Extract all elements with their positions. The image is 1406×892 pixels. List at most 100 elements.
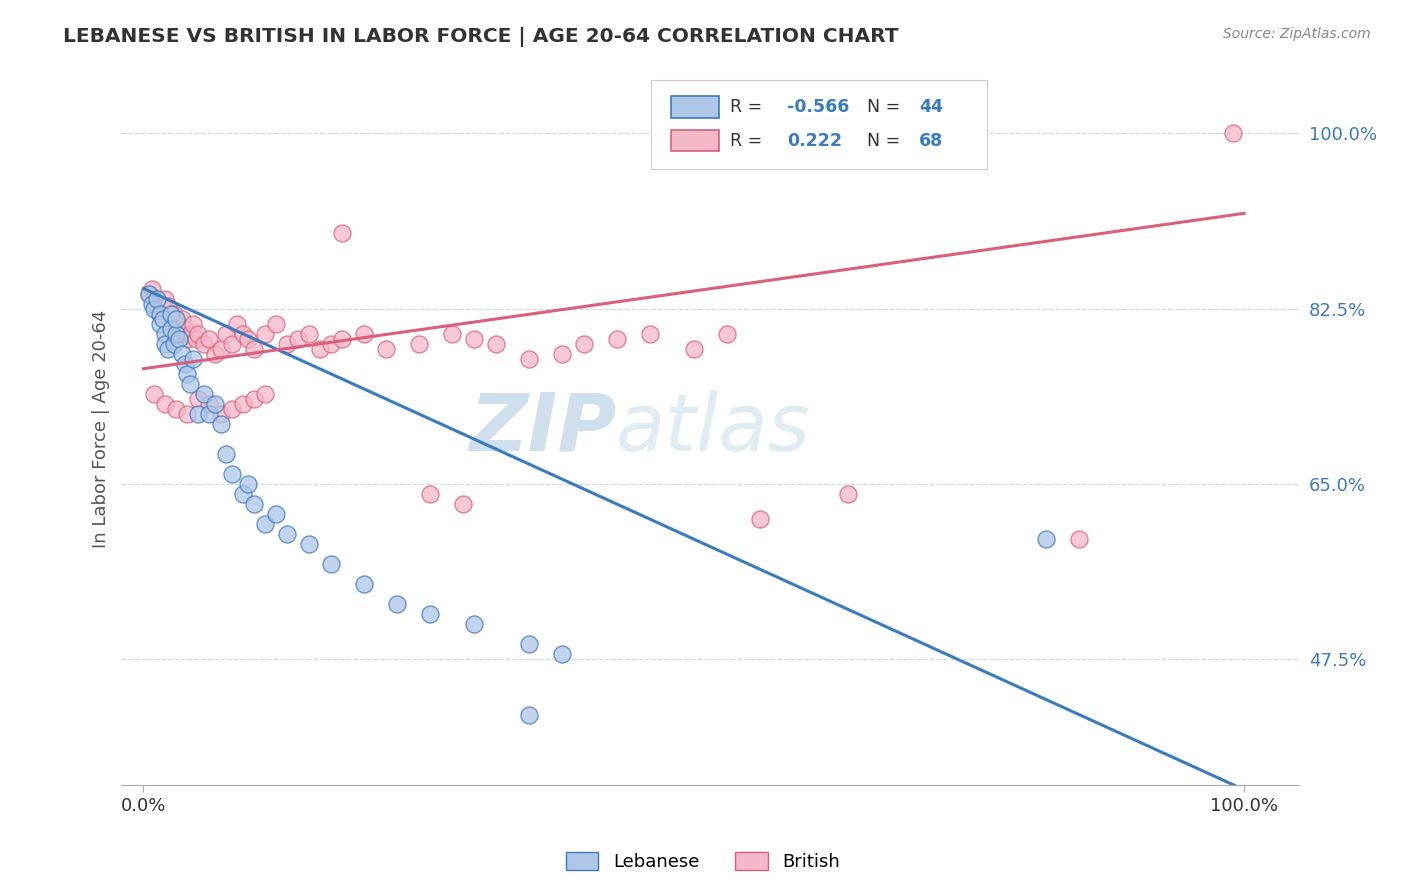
Point <box>236 332 259 346</box>
Point <box>716 326 738 341</box>
Point <box>264 507 287 521</box>
Point <box>179 376 201 391</box>
Point <box>176 332 198 346</box>
Y-axis label: In Labor Force | Age 20-64: In Labor Force | Age 20-64 <box>93 310 110 548</box>
Point <box>517 707 540 722</box>
Point <box>353 577 375 591</box>
Point <box>141 281 163 295</box>
Point <box>170 311 193 326</box>
Point <box>143 386 166 401</box>
Point <box>156 299 179 313</box>
Point <box>149 307 172 321</box>
Point <box>193 386 215 401</box>
Point <box>419 607 441 622</box>
Point <box>209 342 232 356</box>
Point <box>682 342 704 356</box>
Point <box>463 617 485 632</box>
Point <box>319 336 342 351</box>
Point <box>145 292 167 306</box>
Point <box>264 317 287 331</box>
Point <box>385 597 408 611</box>
Point <box>166 311 188 326</box>
Point <box>1067 532 1090 546</box>
Point <box>226 317 249 331</box>
Point <box>408 336 430 351</box>
Point <box>551 347 574 361</box>
Point <box>156 342 179 356</box>
FancyBboxPatch shape <box>672 130 718 152</box>
Point <box>166 401 188 416</box>
Point <box>198 332 221 346</box>
Point <box>463 332 485 346</box>
Point <box>176 407 198 421</box>
Point <box>253 386 276 401</box>
Point <box>1035 532 1057 546</box>
Point <box>155 397 177 411</box>
Point <box>308 342 330 356</box>
Point <box>221 467 243 481</box>
Point <box>517 351 540 366</box>
Point <box>152 301 174 316</box>
Point <box>297 326 319 341</box>
Point <box>181 351 204 366</box>
Point <box>186 332 208 346</box>
Point <box>236 477 259 491</box>
FancyBboxPatch shape <box>672 96 718 118</box>
Point <box>215 447 238 461</box>
Point <box>837 487 859 501</box>
Point <box>143 301 166 316</box>
Point <box>163 307 186 321</box>
Point <box>187 392 209 406</box>
Text: N =: N = <box>868 98 905 116</box>
Point <box>221 401 243 416</box>
Point <box>160 311 183 326</box>
Point <box>319 558 342 572</box>
Point <box>242 497 264 511</box>
Point <box>166 326 188 341</box>
Point <box>253 517 276 532</box>
Legend: Lebanese, British: Lebanese, British <box>558 845 848 879</box>
Point <box>167 326 190 341</box>
Text: R =: R = <box>730 132 773 150</box>
Point <box>193 336 215 351</box>
Point <box>174 321 197 335</box>
Text: ZIP: ZIP <box>468 390 616 468</box>
Point <box>163 336 186 351</box>
Point <box>170 347 193 361</box>
Point <box>179 326 201 341</box>
Point <box>517 637 540 651</box>
Point <box>155 292 177 306</box>
Point <box>231 487 253 501</box>
Point <box>160 321 183 335</box>
Point <box>155 326 177 341</box>
Text: LEBANESE VS BRITISH IN LABOR FORCE | AGE 20-64 CORRELATION CHART: LEBANESE VS BRITISH IN LABOR FORCE | AGE… <box>63 27 898 46</box>
Point <box>143 292 166 306</box>
Point <box>231 326 253 341</box>
Point <box>353 326 375 341</box>
Point <box>209 417 232 431</box>
Point <box>572 336 595 351</box>
Point <box>287 332 309 346</box>
Point <box>221 336 243 351</box>
Point <box>451 497 474 511</box>
Point <box>155 336 177 351</box>
Text: R =: R = <box>730 98 768 116</box>
Point <box>485 336 508 351</box>
Point <box>176 367 198 381</box>
Text: 68: 68 <box>918 132 943 150</box>
Point <box>138 286 160 301</box>
Text: 0.222: 0.222 <box>787 132 842 150</box>
Point <box>297 537 319 551</box>
Point <box>167 332 190 346</box>
Point <box>141 296 163 310</box>
Point <box>138 286 160 301</box>
Point <box>152 311 174 326</box>
Point <box>419 487 441 501</box>
Point <box>551 648 574 662</box>
Point <box>276 336 298 351</box>
Point <box>166 317 188 331</box>
Text: atlas: atlas <box>616 390 811 468</box>
FancyBboxPatch shape <box>651 80 987 169</box>
Point <box>606 332 628 346</box>
Point <box>330 227 353 241</box>
